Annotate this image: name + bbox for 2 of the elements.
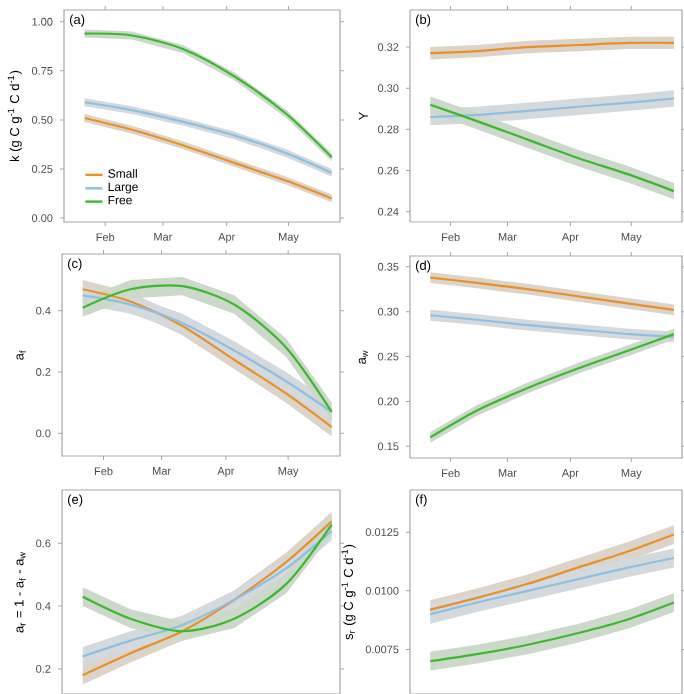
line-series xyxy=(429,97,675,119)
line-series xyxy=(429,314,675,338)
